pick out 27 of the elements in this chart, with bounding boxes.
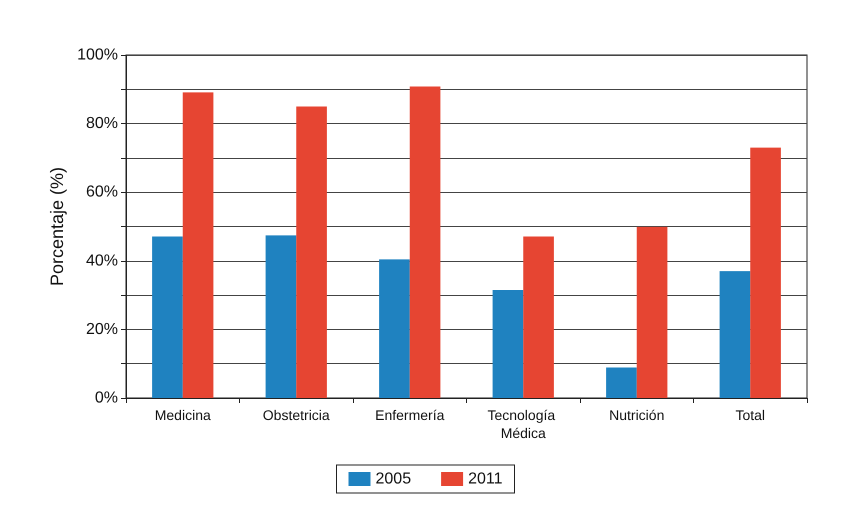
bar — [266, 235, 296, 398]
y-tick-label: 20% — [86, 320, 118, 338]
bar — [296, 106, 327, 398]
x-tick-label: Total — [735, 407, 766, 423]
y-axis-title: Porcentaje (%) — [47, 166, 68, 286]
bar — [379, 259, 410, 398]
bar — [720, 271, 750, 398]
bar — [182, 92, 214, 398]
x-tick-label: Nutrición — [609, 407, 664, 423]
bar — [492, 290, 524, 398]
legend-label: 2011 — [468, 470, 503, 488]
x-tick-label: Obstetricia — [262, 407, 330, 423]
bar — [606, 367, 637, 398]
y-tick-label: 0% — [94, 390, 118, 406]
y-tick-label: 40% — [86, 252, 118, 270]
bar — [636, 226, 668, 398]
bar — [410, 86, 440, 398]
x-tick-label: Tecnología Médica — [487, 407, 560, 441]
bar — [523, 236, 554, 398]
x-tick-label: Medicina — [154, 407, 211, 423]
y-tick-label: 100% — [77, 46, 118, 64]
bar — [152, 236, 183, 398]
y-tick-label: 60% — [86, 184, 118, 201]
x-tick-label: Enfermería — [375, 407, 445, 423]
bar — [750, 148, 781, 398]
y-tick-label: 80% — [86, 115, 118, 132]
legend-label: 2005 — [376, 470, 412, 488]
